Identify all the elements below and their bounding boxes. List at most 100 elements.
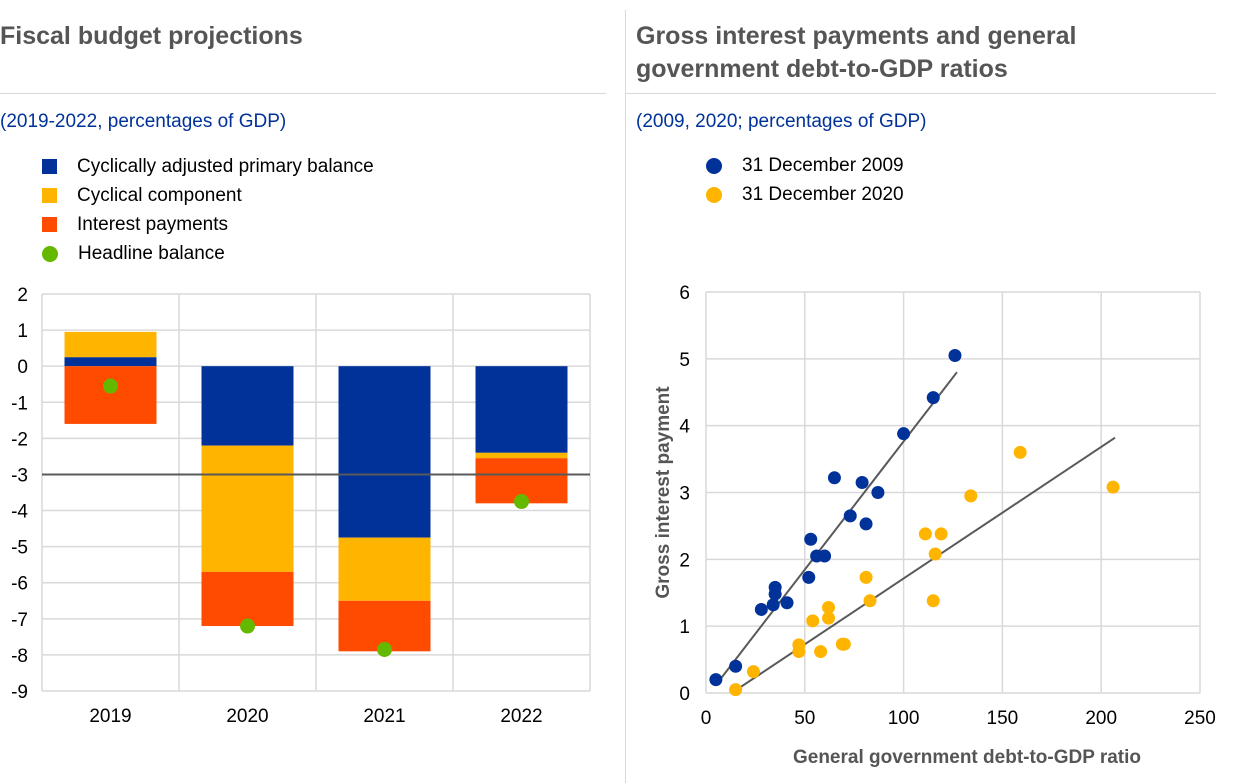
scatter-point	[754, 602, 768, 616]
scatter-point	[792, 645, 806, 659]
y-tick-label: 5	[679, 350, 690, 371]
x-tick-label: 50	[794, 708, 815, 729]
bar-segment	[201, 366, 294, 446]
scatter-point	[859, 517, 873, 531]
scatter-point	[1106, 480, 1120, 494]
scatter-point	[822, 611, 836, 625]
scatter-point	[871, 486, 885, 499]
headline-balance-point	[103, 378, 118, 394]
bar-segment	[64, 331, 157, 358]
right-title-line1: Gross interest payments and general	[636, 22, 1077, 50]
bar-segment	[201, 571, 294, 627]
x-tick-label: 200	[1085, 708, 1117, 729]
legend-label-2009: 31 December 2009	[742, 154, 904, 176]
legend-swatch-capb	[42, 159, 57, 174]
y-tick-label: -8	[11, 646, 28, 667]
legend-marker-headline	[42, 245, 58, 262]
legend-item-2020: 31 December 2020	[706, 180, 904, 209]
scatter-point	[768, 580, 782, 594]
scatter-point	[822, 600, 836, 614]
bar-segment	[338, 366, 431, 538]
legend-label-capb: Cyclically adjusted primary balance	[77, 155, 374, 177]
bar-segment	[475, 452, 568, 459]
scatter-point	[804, 532, 818, 546]
y-tick-label: 0	[17, 357, 28, 378]
scatter-point	[729, 659, 743, 673]
legend-item-2009: 31 December 2009	[706, 151, 904, 180]
x-tick-label: 150	[987, 708, 1019, 729]
scatter-point	[843, 509, 857, 523]
scatter-point	[1013, 445, 1027, 459]
left-chart-subtitle: (2019-2022, percentages of GDP)	[0, 111, 287, 132]
scatter-point	[926, 391, 940, 405]
fiscal-budget-bar-chart: 2 1 0 -1 -2 -3 -4 -5 -6 -7 -8 -9 2019 2020 2021 2022	[11, 285, 591, 727]
x-tick-label: 250	[1184, 708, 1216, 729]
scatter-point	[709, 673, 723, 687]
legend-label-headline: Headline balance	[78, 242, 225, 264]
headline-balance-point	[377, 641, 392, 657]
bar-segment	[64, 366, 157, 424]
right-legend: 31 December 2009 31 December 2020	[706, 151, 904, 209]
y-tick-label: -5	[11, 538, 28, 559]
y-tick-label: 6	[679, 283, 690, 304]
legend-item-interest: Interest payments	[42, 210, 374, 239]
trend-line	[715, 371, 958, 686]
scatter-point	[918, 527, 932, 541]
y-tick-label: 2	[679, 550, 690, 571]
y-axis-title: Gross interest payment	[653, 386, 674, 599]
x-tick-label: 2020	[226, 706, 268, 727]
legend-marker-2020	[706, 186, 722, 203]
x-tick-label: 0	[701, 708, 712, 729]
y-tick-label: -1	[11, 393, 28, 414]
y-tick-label: -7	[11, 610, 28, 631]
y-tick-label: 1	[679, 617, 690, 638]
left-title-divider	[0, 93, 606, 94]
y-tick-label: -3	[11, 465, 28, 486]
y-tick-label: 0	[679, 684, 690, 705]
x-tick-label: 100	[888, 708, 920, 729]
headline-balance-point	[240, 618, 255, 634]
legend-label-cyclical: Cyclical component	[77, 184, 242, 206]
y-tick-label: 1	[17, 321, 28, 342]
right-chart-title: Gross interest payments and general gove…	[636, 20, 1076, 86]
legend-label-interest: Interest payments	[77, 213, 229, 235]
scatter-point	[766, 598, 780, 612]
scatter-point	[928, 547, 942, 561]
scatter-point	[837, 637, 851, 651]
x-tick-label: 2019	[89, 706, 131, 727]
scatter-point	[926, 594, 940, 608]
legend-swatch-cyclical	[42, 188, 57, 203]
right-title-line2: government debt-to-GDP ratios	[636, 55, 1008, 83]
y-tick-label: -9	[11, 682, 28, 703]
right-chart-subtitle: (2009, 2020; percentages of GDP)	[636, 111, 927, 132]
panel-divider	[625, 10, 626, 783]
headline-balance-point	[514, 494, 529, 510]
scatter-point	[897, 427, 911, 441]
bar-segment	[201, 445, 294, 572]
legend-swatch-interest	[42, 217, 57, 232]
scatter-point	[827, 471, 841, 485]
left-legend: Cyclically adjusted primary balance Cycl…	[42, 152, 374, 268]
legend-marker-2009	[706, 157, 722, 174]
y-tick-label: 4	[679, 417, 690, 438]
scatter-point	[964, 489, 978, 503]
scatter-point	[934, 527, 948, 541]
scatter-point	[806, 614, 820, 628]
scatter-point	[948, 348, 962, 362]
scatter-point	[863, 594, 877, 608]
bar-segment	[338, 537, 431, 601]
scatter-point	[780, 596, 794, 610]
x-tick-label: 2021	[363, 706, 405, 727]
scatter-point	[746, 665, 760, 679]
scatter-point	[818, 549, 832, 563]
scatter-point	[729, 683, 743, 697]
scatter-point	[814, 645, 828, 659]
y-tick-label: 2	[17, 285, 28, 306]
y-tick-label: -2	[11, 429, 28, 450]
trend-line	[733, 436, 1116, 693]
legend-item-capb: Cyclically adjusted primary balance	[42, 152, 374, 181]
bar-segment	[475, 366, 568, 453]
x-tick-label: 2022	[500, 706, 542, 727]
right-title-divider	[626, 93, 1216, 94]
scatter-point	[802, 570, 816, 584]
